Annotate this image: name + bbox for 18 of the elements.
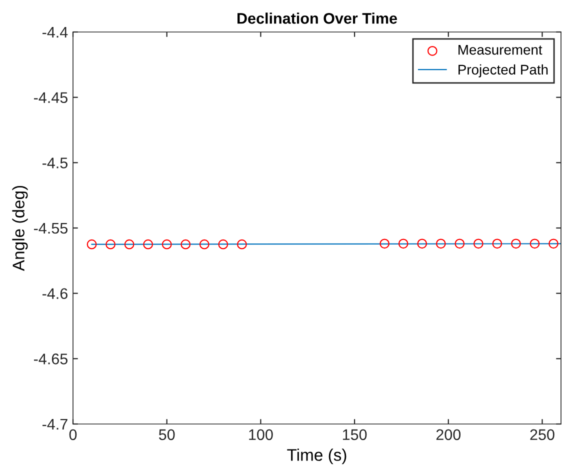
x-tick-label: 150: [342, 429, 367, 440]
x-tick-label: 100: [249, 429, 273, 440]
y-tick-label: -4.5: [42, 158, 68, 168]
legend-label: Projected Path: [458, 64, 548, 78]
x-tick-label: 250: [530, 429, 554, 440]
x-axis-title: Time (s): [287, 448, 346, 464]
x-tick-label: 0: [69, 429, 77, 440]
chart-title: Declination Over Time: [238, 12, 398, 24]
y-tick-label: -4.55: [34, 223, 68, 234]
y-tick-label: -4.45: [34, 92, 68, 104]
legend-label: Measurement: [458, 45, 542, 55]
x-tick-label: 50: [158, 429, 175, 440]
y-tick-label: -4.65: [34, 354, 68, 364]
x-tick-label: 200: [436, 429, 461, 440]
y-axis-title: Angle (deg): [12, 186, 28, 272]
y-tick-label: -4.4: [42, 27, 68, 38]
y-tick-label: -4.7: [42, 419, 68, 430]
y-tick-label: -4.6: [42, 288, 68, 300]
